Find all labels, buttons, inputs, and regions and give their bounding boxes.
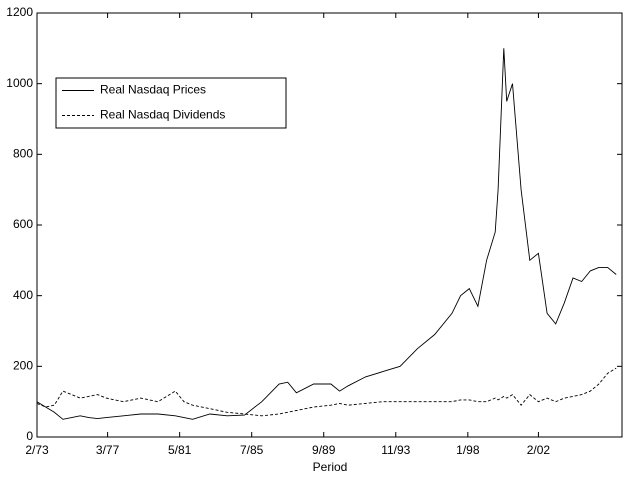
y-tick-label: 600 — [13, 217, 33, 231]
x-tick-label: 3/77 — [96, 443, 120, 457]
x-tick-label: 11/93 — [381, 443, 410, 457]
legend-label: Real Nasdaq Dividends — [100, 108, 225, 122]
x-tick-label: 2/02 — [527, 443, 551, 457]
y-tick-label: 1000 — [6, 76, 33, 90]
x-tick-label: 2/73 — [25, 443, 49, 457]
x-axis-label: Period — [313, 460, 348, 474]
y-tick-label: 400 — [13, 288, 33, 302]
y-tick-label: 1200 — [6, 5, 33, 19]
y-tick-label: 0 — [26, 429, 33, 443]
y-tick-label: 800 — [13, 147, 33, 161]
series-line — [36, 367, 617, 417]
legend-label: Real Nasdaq Prices — [100, 83, 206, 97]
x-tick-label: 9/89 — [312, 443, 336, 457]
legend-box — [55, 77, 287, 129]
x-tick-label: 5/81 — [168, 443, 192, 457]
series-line — [36, 48, 617, 420]
plot-frame — [36, 12, 623, 438]
x-tick-label: 7/85 — [240, 443, 264, 457]
x-tick-label: 1/98 — [456, 443, 480, 457]
y-tick-label: 200 — [13, 359, 33, 373]
